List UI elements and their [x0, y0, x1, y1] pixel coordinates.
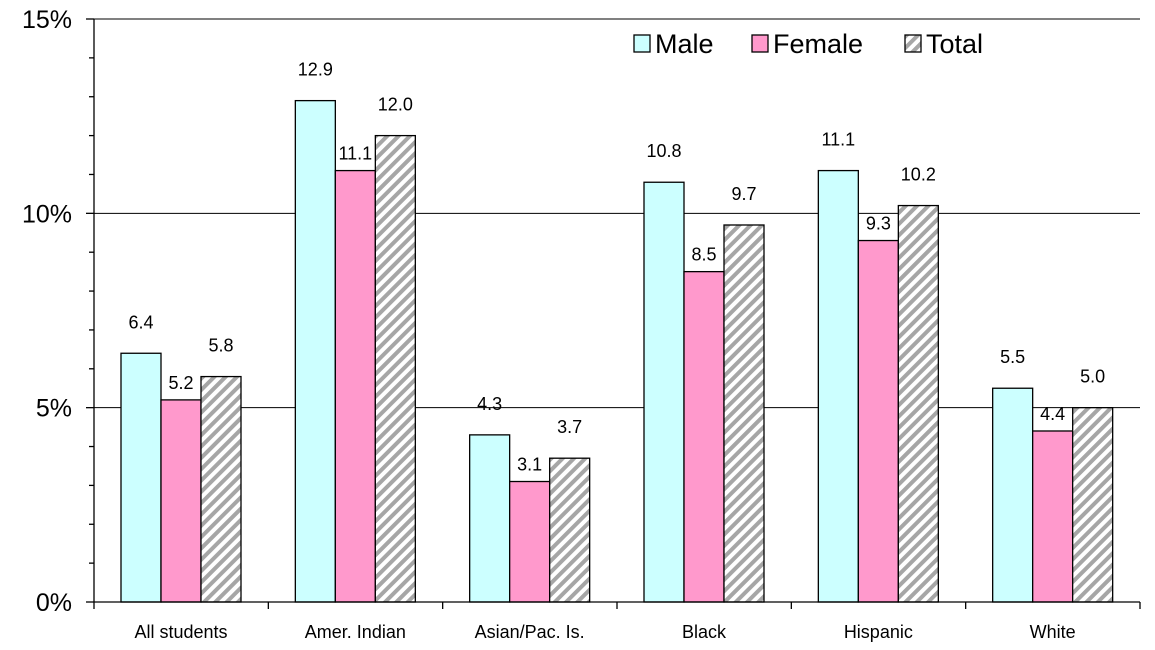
data-label-male-amer-indian: 12.9: [298, 60, 333, 80]
axes: All students Amer. Indian Asian/Pac. Is. Bl…: [22, 6, 1141, 642]
legend-swatch-total: [904, 34, 922, 53]
data-label-female-asian-pac-is: 3.1: [517, 455, 542, 475]
data-label-male-hispanic: 11.1: [821, 130, 855, 150]
y-tick-label-15: 15%: [22, 6, 72, 34]
legend-label-female: Female: [773, 29, 863, 59]
y-tick-label-0: 0%: [36, 589, 72, 617]
bar-total-hispanic: [897, 204, 939, 603]
data-label-total-white: 5.0: [1080, 367, 1105, 387]
bar-total-all-students: [200, 375, 242, 603]
bar-male-hispanic: [817, 169, 859, 603]
data-label-female-white: 4.4: [1040, 404, 1065, 424]
data-label-total-black: 9.7: [731, 184, 756, 204]
legend-swatch-female: [751, 34, 769, 53]
x-tick-label-asian-pac-is: Asian/Pac. Is.: [475, 622, 585, 642]
data-label-total-all-students: 5.8: [208, 336, 233, 356]
bar-total-black: [723, 224, 765, 603]
data-label-male-black: 10.8: [646, 141, 681, 161]
data-label-male-white: 5.5: [1000, 347, 1025, 367]
legend-swatch-male: [633, 34, 651, 53]
bar-male-asian-pac-is: [469, 434, 511, 603]
legend: Male Female Total: [633, 29, 983, 59]
data-label-female-hispanic: 9.3: [866, 214, 891, 234]
bar-total-amer-indian: [374, 134, 416, 603]
bar-total-white: [1072, 407, 1114, 603]
bar-male-white: [992, 387, 1034, 603]
bar-female-hispanic: [857, 239, 899, 603]
data-label-total-hispanic: 10.2: [901, 165, 936, 185]
bars: 6.4 5.2 5.8 12.9 11.1 12.0 4.3 3.1 3.7 10.8 8.5 9.7…: [120, 60, 1114, 603]
data-label-male-all-students: 6.4: [128, 312, 153, 332]
data-label-female-black: 8.5: [691, 245, 716, 265]
gridlines: [94, 18, 1140, 409]
data-label-total-asian-pac-is: 3.7: [557, 417, 582, 437]
x-tick-label-all-students: All students: [134, 622, 227, 642]
bar-female-white: [1032, 430, 1074, 603]
data-label-total-amer-indian: 12.0: [378, 95, 413, 115]
bar-female-black: [683, 270, 725, 603]
data-label-male-asian-pac-is: 4.3: [477, 394, 502, 414]
bar-female-asian-pac-is: [509, 480, 551, 603]
bar-male-black: [643, 181, 685, 603]
x-tick-label-hispanic: Hispanic: [844, 622, 913, 642]
bar-female-amer-indian: [334, 169, 376, 603]
bar-total-asian-pac-is: [549, 457, 591, 603]
x-tick-label-black: Black: [682, 622, 727, 642]
y-tick-label-5: 5%: [36, 395, 72, 423]
bar-female-all-students: [160, 399, 202, 603]
x-tick-label-amer-indian: Amer. Indian: [305, 622, 406, 642]
data-label-female-all-students: 5.2: [168, 373, 193, 393]
x-tick-label-white: White: [1030, 622, 1076, 642]
legend-label-total: Total: [926, 29, 983, 59]
y-tick-label-10: 10%: [22, 200, 72, 228]
bar-male-amer-indian: [294, 99, 336, 603]
legend-label-male: Male: [655, 29, 714, 59]
bar-male-all-students: [120, 352, 162, 603]
data-label-female-amer-indian: 11.1: [338, 144, 372, 164]
